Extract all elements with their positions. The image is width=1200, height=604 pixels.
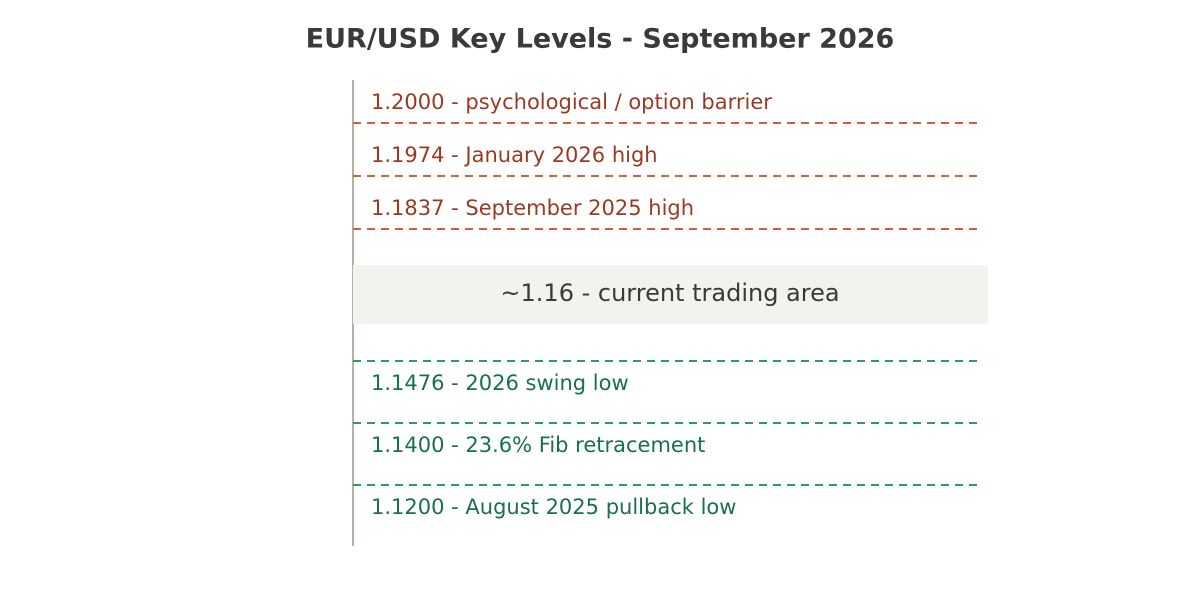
support-label: 1.1400 - 23.6% Fib retracement — [371, 433, 705, 457]
support-label: 1.1476 - 2026 swing low — [371, 371, 629, 395]
resistance-label: 1.1974 - January 2026 high — [371, 143, 658, 167]
title: EUR/USD Key Levels - September 2026 — [306, 24, 895, 55]
current-area-band — [353, 265, 988, 324]
resistance-label: 1.1837 - September 2025 high — [371, 196, 694, 220]
support-label: 1.1200 - August 2025 pullback low — [371, 495, 736, 519]
resistance-label: 1.2000 - psychological / option barrier — [371, 90, 772, 114]
current-area-label: ~1.16 - current trading area — [500, 279, 839, 307]
